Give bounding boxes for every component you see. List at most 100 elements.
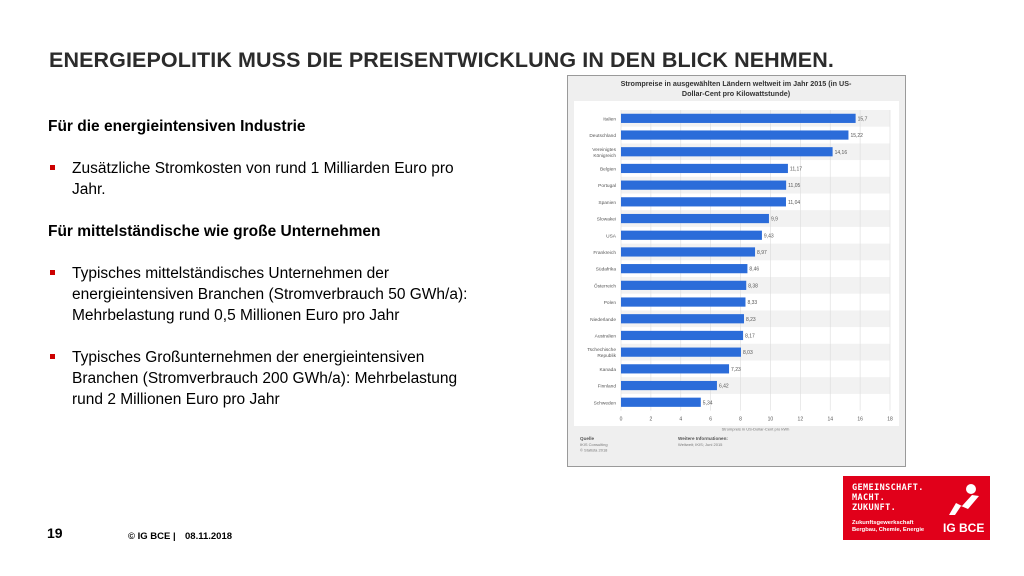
- chart-category-label: Kanada: [599, 367, 616, 373]
- heading-companies: Für mittelständische wie große Unternehm…: [48, 223, 381, 240]
- chart-category-label: Südafrika: [596, 267, 617, 273]
- chart-bar: [621, 330, 744, 341]
- chart-bar: [621, 347, 742, 357]
- chart-value-label: 11,05: [788, 183, 800, 189]
- page-number: 19: [47, 525, 63, 541]
- logo-subtitle-line: Zukunftsgewerkschaft: [852, 520, 914, 526]
- chart-value-label: 11,17: [790, 166, 802, 172]
- chart-image: Strompreise in ausgewählten Ländern welt…: [567, 75, 906, 467]
- logo-brand: IG BCE: [943, 521, 985, 535]
- chart-x-tick-label: 12: [798, 417, 804, 423]
- bullet-item: Typisches mittelständisches Unternehmen …: [48, 263, 473, 326]
- footer-date: 08.11.2018: [185, 531, 233, 542]
- chart-bar: [621, 280, 747, 290]
- logo-subtitle: Zukunftsgewerkschaft Bergbau, Chemie, En…: [852, 520, 924, 534]
- copyright: © IG BCE |: [128, 531, 176, 542]
- chart-value-label: 7,23: [731, 367, 741, 373]
- chart-value-label: 9,43: [764, 233, 774, 239]
- chart-bar: [621, 163, 788, 174]
- bar-chart: Strompreise in ausgewählten Ländern welt…: [574, 79, 899, 453]
- chart-info-text: Weltweit; IKIS; Juni 2015: [678, 442, 723, 447]
- chart-category-label: Vereinigtes: [592, 147, 616, 153]
- chart-value-label: 8,33: [747, 300, 757, 306]
- chart-x-tick-label: 0: [620, 417, 623, 423]
- chart-value-label: 8,38: [748, 283, 758, 289]
- bullet-text: Typisches Großunternehmen der energieint…: [72, 349, 458, 408]
- heading-energy-intensive-industry: Für die energieintensiven Industrie: [48, 118, 306, 135]
- bullet-text: Typisches mittelständisches Unternehmen …: [72, 265, 468, 324]
- chart-info-label: Weitere Informationen:: [678, 436, 728, 441]
- logo-slogan: GEMEINSCHAFT. MACHT. ZUKUNFT.: [852, 483, 924, 513]
- chart-value-label: 8,17: [745, 333, 755, 339]
- bullet-square-icon: [50, 165, 55, 170]
- chart-title: Dollar-Cent pro Kilowattstunde): [682, 89, 791, 98]
- chart-category-label: Schweden: [594, 400, 617, 406]
- chart-category-label: Tschechische: [587, 347, 616, 353]
- chart-value-label: 14,16: [835, 150, 848, 156]
- chart-bar: [621, 364, 730, 374]
- bullet-text: Zusätzliche Stromkosten von rund 1 Milli…: [72, 160, 454, 198]
- chart-bar: [621, 113, 856, 123]
- chart-source-label: Quelle: [580, 436, 594, 441]
- bullet-square-icon: [50, 354, 55, 359]
- chart-x-tick-label: 14: [827, 417, 833, 423]
- logo-figure-icon: [949, 484, 979, 515]
- chart-bar: [621, 297, 746, 307]
- chart-value-label: 8,46: [749, 267, 759, 273]
- bullet-square-icon: [50, 270, 55, 275]
- chart-value-label: 5,34: [703, 400, 713, 406]
- chart-bar: [621, 380, 717, 391]
- chart-bar: [621, 180, 787, 190]
- chart-source-text: © Statista 2018: [580, 448, 608, 453]
- chart-x-tick-label: 2: [649, 417, 652, 423]
- chart-source-text: IKIS Consulting: [580, 442, 608, 447]
- chart-category-label: Australien: [595, 333, 617, 339]
- content-area: Für die energieintensiven Industrie Zusä…: [48, 116, 473, 431]
- chart-category-label: Königreich: [593, 153, 616, 159]
- chart-x-tick-label: 18: [887, 417, 893, 423]
- chart-x-tick-label: 6: [709, 417, 712, 423]
- chart-category-label: Italien: [603, 116, 616, 122]
- chart-bar: [621, 130, 849, 140]
- chart-value-label: 15,22: [850, 133, 863, 139]
- chart-category-label: Republik: [597, 353, 616, 359]
- logo-subtitle-line: Bergbau, Chemie, Energie: [852, 527, 925, 533]
- chart-category-label: Niederlande: [590, 317, 616, 323]
- chart-value-label: 6,42: [719, 384, 729, 390]
- chart-value-label: 11,04: [788, 200, 800, 206]
- chart-x-tick-label: 10: [768, 417, 774, 423]
- chart-bar: [621, 264, 748, 274]
- ig-bce-logo: GEMEINSCHAFT. MACHT. ZUKUNFT. Zukunftsge…: [843, 476, 990, 540]
- bullet-item: Typisches Großunternehmen der energieint…: [48, 347, 473, 410]
- chart-category-label: USA: [606, 233, 617, 239]
- chart-x-tick-label: 8: [739, 417, 742, 423]
- chart-x-tick-label: 4: [679, 417, 682, 423]
- chart-value-label: 8,97: [757, 250, 767, 256]
- bullet-item: Zusätzliche Stromkosten von rund 1 Milli…: [48, 158, 473, 200]
- chart-bar: [621, 197, 786, 207]
- slogan-line: GEMEINSCHAFT.: [852, 483, 924, 493]
- chart-category-label: Portugal: [598, 183, 616, 189]
- chart-bar: [621, 314, 744, 324]
- chart-category-label: Polen: [604, 300, 617, 306]
- chart-category-label: Slowakei: [597, 217, 616, 223]
- chart-bar: [621, 397, 701, 407]
- chart-value-label: 8,23: [746, 317, 756, 323]
- chart-category-label: Belgien: [600, 166, 616, 172]
- chart-bar: [621, 230, 762, 240]
- chart-bar: [621, 213, 769, 224]
- chart-bar: [621, 147, 833, 157]
- chart-bar: [621, 247, 756, 257]
- slide-title: ENERGIEPOLITIK MUSS DIE PREISENTWICKLUNG…: [49, 48, 834, 72]
- chart-x-axis-label: Strompreis in US-Dollar-Cent pro kWh: [722, 427, 790, 432]
- chart-category-label: Spanien: [598, 200, 616, 206]
- slogan-line: ZUKUNFT.: [852, 503, 897, 513]
- chart-title: Strompreise in ausgewählten Ländern welt…: [621, 79, 852, 88]
- chart-category-label: Deutschland: [589, 133, 616, 139]
- chart-category-label: Frankreich: [593, 250, 616, 256]
- slogan-line: MACHT.: [852, 493, 886, 503]
- chart-category-label: Finnland: [598, 384, 617, 390]
- chart-value-label: 15,7: [858, 116, 868, 122]
- chart-x-tick-label: 16: [857, 417, 863, 423]
- chart-value-label: 9,9: [771, 217, 778, 223]
